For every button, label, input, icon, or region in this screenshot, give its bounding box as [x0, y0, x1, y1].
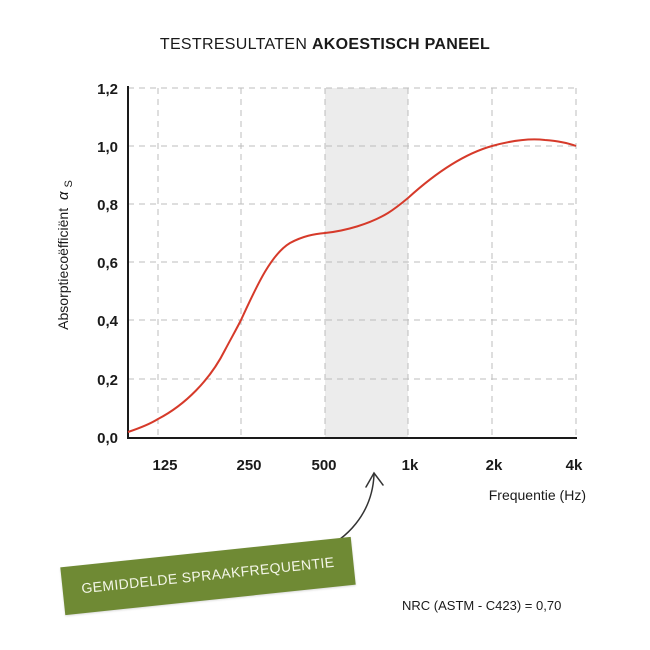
- y-tick-3: 0,6: [97, 255, 118, 272]
- x-tick-250: 250: [236, 457, 261, 474]
- y-tick-6: 1,2: [97, 81, 118, 98]
- y-tick-5: 1,0: [97, 139, 118, 156]
- y-tick-4: 0,8: [97, 197, 118, 214]
- chart-title-bold: AKOESTISCH PANEEL: [311, 36, 491, 53]
- y-tick-1: 0,2: [97, 372, 118, 389]
- y-axis-subscript: S: [63, 180, 75, 187]
- chart-title-regular: TESTRESULTATEN: [159, 36, 308, 53]
- y-tick-2: 0,4: [97, 313, 119, 330]
- y-tick-0: 0,0: [97, 430, 118, 447]
- x-tick-labels: 125 250 500 1k 2k 4k: [152, 457, 583, 474]
- x-tick-2k: 2k: [486, 457, 503, 474]
- x-tick-125: 125: [152, 457, 177, 474]
- chart-title: TESTRESULTATEN AKOESTISCH PANEEL: [0, 36, 650, 54]
- arrow-icon: [321, 471, 384, 550]
- y-axis-label-text: Absorptiecoëfficiënt: [55, 208, 71, 330]
- y-tick-labels: 0,0 0,2 0,4 0,6 0,8 1,0 1,2: [97, 81, 119, 447]
- absorption-curve: [127, 138, 577, 433]
- nrc-note: NRC (ASTM - C423) = 0,70: [402, 598, 562, 613]
- x-tick-1k: 1k: [402, 457, 419, 474]
- speech-frequency-band: [325, 88, 408, 438]
- x-axis-label: Frequentie (Hz): [489, 487, 586, 503]
- y-axis-label-group: Absorptiecoëfficiënt α S: [55, 180, 75, 330]
- x-tick-500: 500: [311, 457, 336, 474]
- y-axis-label: Absorptiecoëfficiënt α S: [55, 180, 75, 330]
- y-axis-symbol: α: [55, 191, 72, 200]
- horizontal-gridlines: [128, 87, 576, 380]
- x-tick-4k: 4k: [566, 457, 583, 474]
